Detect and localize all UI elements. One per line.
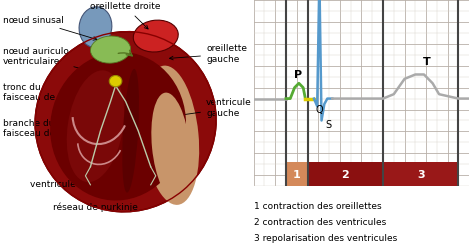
Ellipse shape	[79, 7, 112, 47]
Ellipse shape	[133, 20, 178, 52]
Bar	[286, 162, 308, 186]
Text: T: T	[423, 57, 431, 67]
Text: 1: 1	[293, 170, 301, 180]
Text: réseau de purkinje: réseau de purkinje	[53, 178, 138, 212]
Ellipse shape	[143, 66, 199, 205]
Text: oreillette
gauche: oreillette gauche	[170, 44, 247, 64]
Text: ventricule
gauche: ventricule gauche	[170, 98, 252, 118]
Text: 2 contraction des ventricules: 2 contraction des ventricules	[254, 218, 386, 227]
Ellipse shape	[151, 93, 191, 200]
Circle shape	[109, 75, 122, 87]
Bar	[383, 162, 458, 186]
Text: branche du
faisceau de Hys: branche du faisceau de Hys	[2, 119, 97, 138]
Text: nœud sinusal: nœud sinusal	[2, 16, 97, 40]
Bar	[308, 162, 383, 186]
Ellipse shape	[50, 52, 186, 200]
Ellipse shape	[122, 69, 139, 193]
Text: 2: 2	[341, 170, 349, 180]
Text: ventricule droit: ventricule droit	[30, 152, 100, 189]
Text: P: P	[294, 70, 302, 80]
Text: 3 repolarisation des ventricules: 3 repolarisation des ventricules	[254, 234, 397, 243]
Ellipse shape	[35, 32, 216, 212]
Ellipse shape	[67, 70, 124, 182]
Text: 3: 3	[417, 170, 425, 180]
Text: 1 contraction des oreillettes: 1 contraction des oreillettes	[254, 202, 381, 211]
Text: tronc du
faisceau de Hys: tronc du faisceau de Hys	[2, 83, 107, 102]
Text: Q: Q	[316, 105, 323, 115]
Text: nœud auriculo
ventriculaire: nœud auriculo ventriculaire	[2, 47, 107, 76]
Text: oreillette droite: oreillette droite	[91, 2, 161, 29]
Ellipse shape	[91, 36, 131, 63]
Text: S: S	[326, 120, 331, 130]
